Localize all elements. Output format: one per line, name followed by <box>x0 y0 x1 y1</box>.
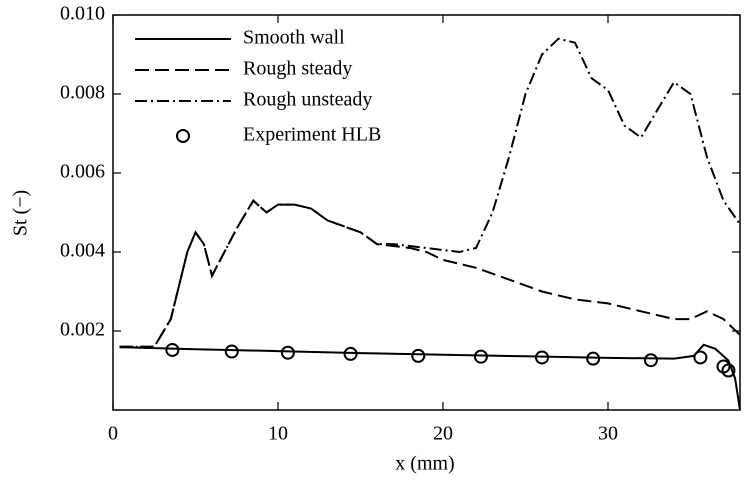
data-point <box>693 350 708 365</box>
data-point <box>165 342 180 357</box>
y-tick-label: 0.010 <box>60 3 105 25</box>
data-point <box>721 363 736 378</box>
data-line <box>119 37 741 348</box>
data-point <box>643 353 658 368</box>
data-line <box>119 343 741 411</box>
y-tick-label: 0.008 <box>60 82 105 104</box>
data-point <box>411 348 426 363</box>
x-tick-label: 30 <box>598 423 618 445</box>
plot-frame <box>112 14 741 411</box>
y-tick-label: 0.004 <box>60 240 105 262</box>
data-point <box>224 344 239 359</box>
y-tick-label: 0.006 <box>60 161 105 183</box>
data-point <box>280 345 295 360</box>
legend-label: Smooth wall <box>243 27 345 49</box>
x-tick-label: 20 <box>433 423 453 445</box>
legend-marker <box>176 129 190 143</box>
data-point <box>473 349 488 364</box>
x-axis-label: x (mm) <box>395 453 454 475</box>
legend-label: Rough unsteady <box>243 89 372 111</box>
x-tick-label: 10 <box>268 423 288 445</box>
legend-label: Experiment HLB <box>243 124 381 146</box>
data-point <box>343 346 358 361</box>
y-tick-label: 0.002 <box>60 319 105 341</box>
x-tick-label: 0 <box>108 423 118 445</box>
data-point <box>586 351 601 366</box>
data-point <box>535 350 549 365</box>
y-axis-label: St (−) <box>10 190 32 236</box>
legend-label: Rough steady <box>243 58 352 80</box>
